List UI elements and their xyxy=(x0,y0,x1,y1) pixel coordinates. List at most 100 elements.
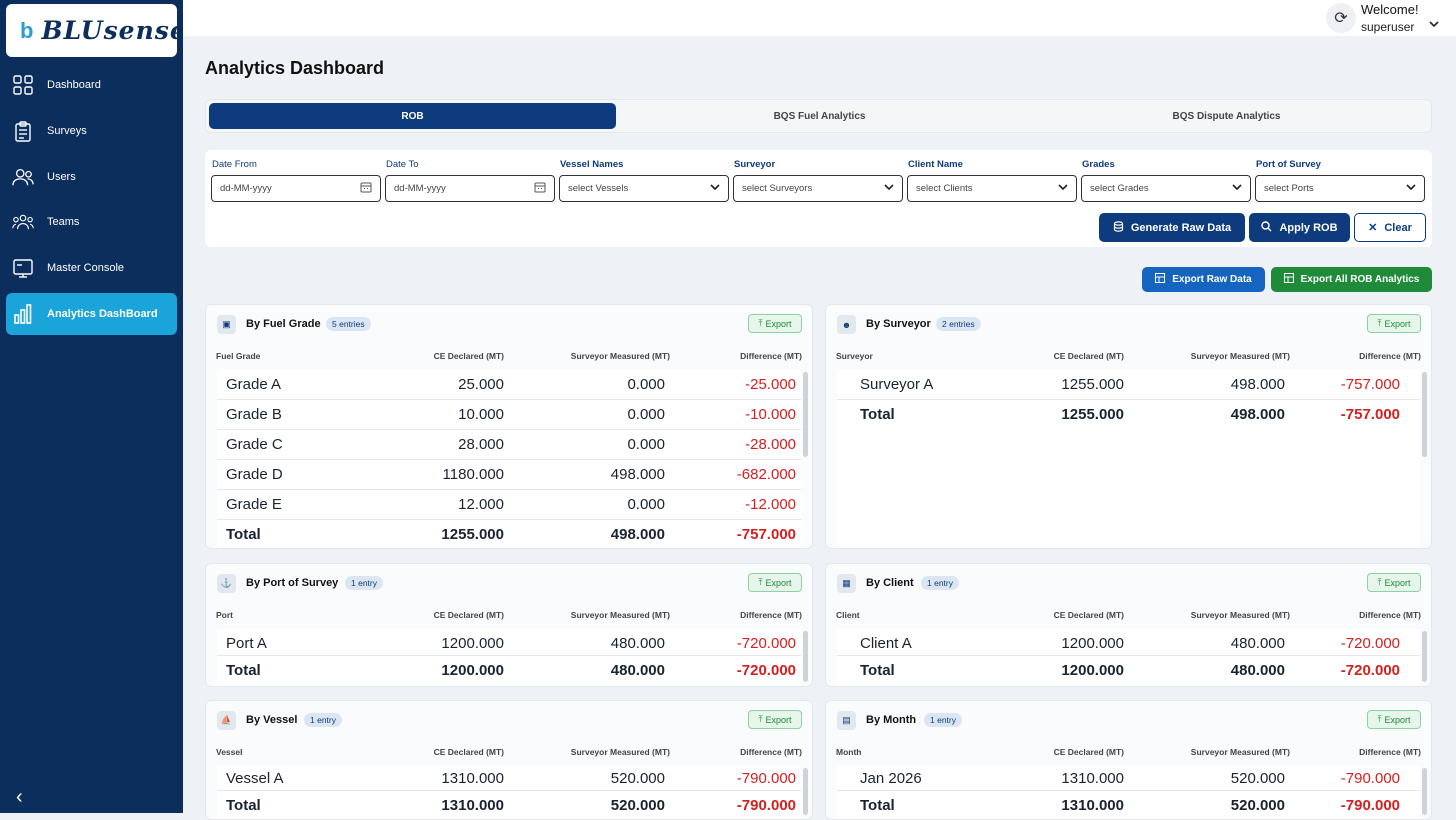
export-raw-data-button[interactable]: Export Raw Data xyxy=(1142,267,1265,292)
scrollbar[interactable] xyxy=(803,372,808,457)
tab-bqs-fuel-analytics[interactable]: BQS Fuel Analytics xyxy=(773,110,866,122)
vessel-select[interactable]: select Vessels xyxy=(559,175,729,202)
clipboard-icon xyxy=(12,120,34,142)
surveyor-measured-value: 520.000 xyxy=(610,770,665,787)
ce-declared-value: 1200.000 xyxy=(1061,662,1124,679)
sidebar-item-label: Master Console xyxy=(47,262,125,274)
console-icon xyxy=(12,257,34,279)
column-header: Port xyxy=(216,610,233,620)
difference-value: -28.000 xyxy=(745,436,796,453)
sidebar-item-surveys[interactable]: Surveys xyxy=(6,110,177,152)
entries-badge: 1 entry xyxy=(304,713,342,727)
table-icon xyxy=(1283,273,1294,286)
brand-logo[interactable]: b BLUsense xyxy=(6,4,186,57)
scrollbar[interactable] xyxy=(803,768,808,815)
chevron-down-icon xyxy=(1406,182,1416,195)
row-label: Grade A xyxy=(226,376,282,393)
export-label: Export xyxy=(765,714,792,725)
export-all-rob-analytics-button[interactable]: Export All ROB Analytics xyxy=(1271,267,1432,292)
column-header: CE Declared (MT) xyxy=(433,747,504,757)
scrollbar[interactable] xyxy=(1422,631,1427,682)
difference-value: -720.000 xyxy=(1340,662,1400,679)
export-label: Export xyxy=(1384,714,1411,725)
difference-value: -720.000 xyxy=(736,635,796,652)
apply-rob-button[interactable]: Apply ROB xyxy=(1249,213,1350,242)
export-button[interactable]: ⤒ Export xyxy=(1367,573,1421,592)
surveyor-measured-value: 0.000 xyxy=(627,406,665,423)
entries-badge: 2 entries xyxy=(936,317,981,331)
generate-raw-data-button[interactable]: Generate Raw Data xyxy=(1099,213,1245,242)
surveyor-measured-value: 0.000 xyxy=(627,436,665,453)
client-select[interactable]: select Clients xyxy=(907,175,1077,202)
column-header: Surveyor Measured (MT) xyxy=(570,747,670,757)
difference-value: -757.000 xyxy=(1340,376,1400,393)
chevron-down-icon[interactable] xyxy=(1429,18,1439,32)
row-label: Total xyxy=(226,662,261,679)
sidebar-item-master-console[interactable]: Master Console xyxy=(6,247,177,289)
export-button[interactable]: ⤒ Export xyxy=(1367,314,1421,333)
table-total-row: Total 1255.000 498.000 -757.000 xyxy=(837,400,1420,430)
sidebar-item-analytics-dashboard[interactable]: Analytics DashBoard xyxy=(6,293,177,335)
ce-declared-value: 10.000 xyxy=(458,406,504,423)
users-icon xyxy=(12,166,34,188)
date-to-input[interactable]: dd-MM-yyyy xyxy=(385,175,555,202)
chevron-down-icon xyxy=(710,182,720,195)
sidebar-item-teams[interactable]: Teams xyxy=(6,201,177,243)
row-label: Surveyor A xyxy=(860,376,934,393)
port-select[interactable]: select Ports xyxy=(1255,175,1425,202)
ce-declared-value: 12.000 xyxy=(458,496,504,513)
sidebar-item-label: Surveys xyxy=(47,125,87,137)
tab-bqs-dispute-analytics[interactable]: BQS Dispute Analytics xyxy=(1172,110,1281,122)
export-raw-data-label: Export Raw Data xyxy=(1172,274,1252,285)
calendar-icon[interactable] xyxy=(360,181,372,196)
brand-name: BLUsense xyxy=(41,16,187,45)
clear-button[interactable]: ✕ Clear xyxy=(1354,213,1426,242)
surveyor-measured-value: 480.000 xyxy=(610,635,665,652)
refresh-icon[interactable]: ⟳ xyxy=(1326,3,1356,33)
export-button[interactable]: ⤒ Export xyxy=(748,710,802,729)
scrollbar[interactable] xyxy=(1422,372,1427,457)
surveyor-measured-value: 498.000 xyxy=(610,526,665,543)
tab-rob[interactable]: ROB xyxy=(209,103,616,129)
vessel-placeholder: select Vessels xyxy=(568,183,629,194)
table-total-row: Total 1200.000 480.000 -720.000 xyxy=(837,656,1420,683)
surveyor-measured-value: 520.000 xyxy=(610,797,665,814)
card-title: By Surveyor xyxy=(866,318,931,330)
close-icon: ✕ xyxy=(1368,222,1378,234)
username[interactable]: superuser xyxy=(1361,20,1415,34)
date-from-input[interactable]: dd-MM-yyyy xyxy=(211,175,381,202)
sidebar-item-label: Dashboard xyxy=(47,79,101,91)
ce-declared-value: 28.000 xyxy=(458,436,504,453)
scrollbar[interactable] xyxy=(1422,768,1427,815)
column-header: Surveyor Measured (MT) xyxy=(1190,747,1290,757)
card-title: By Port of Survey xyxy=(246,577,339,589)
client-name-label: Client Name xyxy=(908,159,963,170)
date-to-label: Date To xyxy=(386,159,419,170)
grades-select[interactable]: select Grades xyxy=(1081,175,1251,202)
scrollbar[interactable] xyxy=(803,631,808,682)
sidebar-item-dashboard[interactable]: Dashboard xyxy=(6,64,177,106)
export-button[interactable]: ⤒ Export xyxy=(748,573,802,592)
column-header: Difference (MT) xyxy=(1359,610,1421,620)
table-icon xyxy=(1155,273,1166,286)
sidebar-item-users[interactable]: Users xyxy=(6,156,177,198)
calendar-icon[interactable] xyxy=(534,181,546,196)
export-button[interactable]: ⤒ Export xyxy=(1367,710,1421,729)
anchor-icon: ⚓ xyxy=(217,574,236,593)
table-body: Grade A 25.000 0.000 -25.000 Grade B 10.000 0.… xyxy=(217,370,801,548)
ce-declared-value: 1255.000 xyxy=(441,526,504,543)
table-body: Port A 1200.000 480.000 -720.000 Total 1200.0… xyxy=(217,629,801,686)
ce-declared-value: 1200.000 xyxy=(441,662,504,679)
column-header: Vessel xyxy=(216,747,243,757)
table-row: Surveyor A 1255.000 498.000 -757.000 xyxy=(837,370,1420,400)
surveyor-select[interactable]: select Surveyors xyxy=(733,175,903,202)
grades-label: Grades xyxy=(1082,159,1115,170)
collapse-sidebar-icon[interactable]: ‹ xyxy=(16,786,23,808)
ce-declared-value: 25.000 xyxy=(458,376,504,393)
ce-declared-value: 1310.000 xyxy=(1061,770,1124,787)
ce-declared-value: 1180.000 xyxy=(442,466,504,483)
card-by-fuel-grade: ▣ By Fuel Grade 5 entries ⤒ Export Fuel Grade… xyxy=(205,304,813,549)
card-by-port-of-survey: ⚓ By Port of Survey 1 entry ⤒ Export Port CE D… xyxy=(205,563,813,687)
export-button[interactable]: ⤒ Export xyxy=(748,314,802,333)
table-total-row: Total 1310.000 520.000 -790.000 xyxy=(217,791,801,818)
